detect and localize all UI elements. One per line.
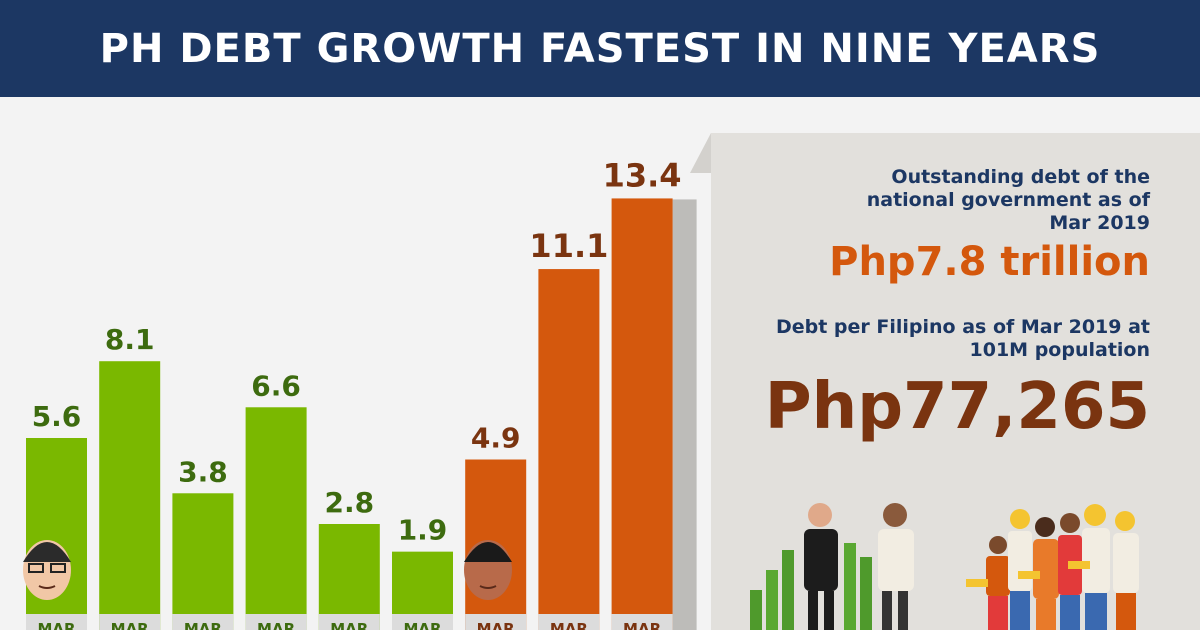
x-tick-background [26, 614, 87, 630]
bar-value-label: 11.1 [529, 227, 608, 265]
x-tick-label: MAR [550, 620, 589, 630]
x-tick-background [538, 614, 600, 630]
x-tick-label: MAR [257, 620, 296, 630]
workers-family-icon [966, 504, 1139, 630]
x-tick-label: MAR [330, 620, 369, 630]
panel-fold [690, 133, 711, 173]
bar [26, 438, 87, 630]
x-tick-background [392, 614, 453, 630]
x-tick-label: MAR [623, 620, 662, 630]
bar [538, 269, 600, 630]
x-tick-label: MAR [111, 620, 150, 630]
x-tick-background [465, 614, 527, 630]
bar-shadow [672, 199, 697, 630]
bar-value-label: 1.9 [398, 514, 448, 547]
bar-value-label: 5.6 [32, 400, 82, 433]
bar [318, 524, 380, 630]
debt-growth-bar-chart: 5.6 MAR 8.1 MAR 3.8 MAR 6.6 MAR 2.8 MAR 1.9 MAR 4.9 M… [23, 156, 697, 630]
bar-value-label: 2.8 [324, 486, 374, 519]
handshake-people-illustration [750, 503, 1139, 630]
debt-value: Php7.8 trillion [829, 239, 1150, 285]
bar [172, 493, 234, 630]
bar-value-label: 3.8 [178, 455, 228, 488]
portrait-icon [23, 540, 71, 600]
bar-value-label: 4.9 [471, 422, 521, 455]
x-tick-label: MAR [184, 620, 223, 630]
x-tick-background [99, 614, 161, 630]
title-banner: PH DEBT GROWTH FASTEST IN NINE YEARS [0, 0, 1200, 97]
debt-label: Outstanding debt of the national governm… [866, 166, 1150, 234]
x-tick-background [172, 614, 234, 630]
x-tick-background [318, 614, 380, 630]
bar [99, 361, 161, 630]
bar [245, 407, 307, 630]
bar-value-label: 6.6 [251, 369, 301, 402]
x-tick-background [245, 614, 307, 630]
per-capita-value: Php77,265 [764, 370, 1150, 444]
page-title: PH DEBT GROWTH FASTEST IN NINE YEARS [99, 25, 1101, 72]
bar-value-label: 8.1 [105, 323, 155, 356]
x-tick-label: MAR [477, 620, 516, 630]
x-tick-background [611, 614, 673, 630]
x-tick-label: MAR [403, 620, 442, 630]
portrait-icon [464, 540, 512, 600]
man-barong-icon [878, 503, 914, 630]
money-stacks-icon [750, 543, 872, 630]
per-capita-label: Debt per Filipino as of Mar 2019 at 101M… [775, 316, 1150, 361]
bar-value-label: 13.4 [603, 156, 682, 194]
businessman-icon [804, 503, 838, 630]
bar [611, 198, 673, 630]
x-tick-label: MAR [37, 620, 76, 630]
